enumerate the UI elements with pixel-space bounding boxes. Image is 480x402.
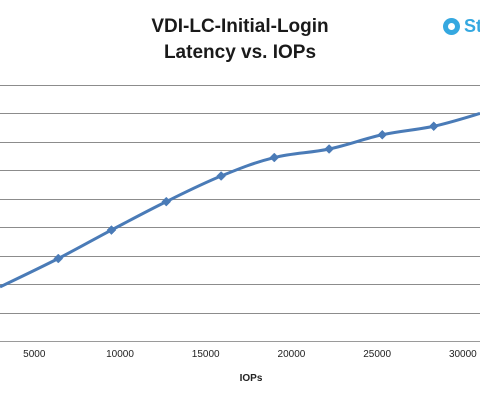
chart-title: VDI-LC-Initial-Login Latency vs. IOPs — [0, 14, 480, 66]
x-tick-label: 15000 — [192, 349, 220, 360]
gridlines — [0, 85, 480, 342]
data-point-marker — [106, 225, 117, 235]
logo-icon — [443, 17, 460, 35]
x-tick-label: 10000 — [106, 349, 134, 360]
logo-text: St — [464, 15, 480, 36]
data-point-marker — [161, 196, 172, 207]
chart-title-line-1: VDI-LC-Initial-Login — [151, 16, 329, 37]
x-axis-label: IOPs — [240, 373, 263, 384]
brand-logo: St — [443, 16, 480, 36]
chart-title-line-2: Latency vs. IOPs — [163, 42, 317, 63]
x-tick-label: 30000 — [449, 349, 477, 360]
data-point-marker — [216, 171, 226, 181]
data-point-marker — [377, 129, 388, 140]
series-line — [0, 111, 480, 289]
x-axis: 5000 10000 15000 20000 25000 30000 — [23, 349, 477, 360]
x-tick-label: 25000 — [363, 349, 391, 360]
x-tick-label: 5000 — [23, 349, 46, 360]
data-point-marker — [428, 121, 439, 132]
data-point-marker — [269, 152, 280, 163]
x-tick-label: 20000 — [278, 349, 306, 360]
data-point-marker — [324, 144, 334, 154]
series-group — [0, 111, 480, 289]
data-point-marker — [53, 253, 64, 264]
